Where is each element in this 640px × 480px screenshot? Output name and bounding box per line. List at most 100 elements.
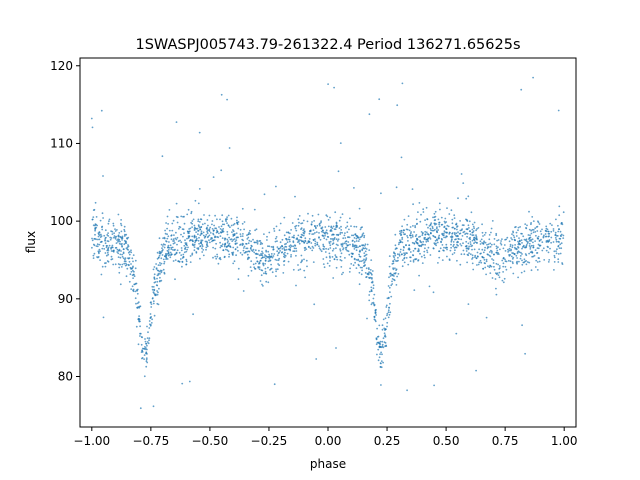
x-tick-label: −0.50 [192, 434, 229, 448]
data-point [118, 242, 121, 245]
data-point [372, 284, 375, 287]
data-point [107, 235, 110, 237]
data-point [449, 236, 452, 238]
data-point [107, 222, 110, 225]
data-point [189, 261, 192, 263]
data-point [362, 259, 364, 262]
data-point [400, 229, 403, 232]
data-point [130, 288, 133, 290]
data-point [111, 258, 114, 260]
data-point [445, 246, 448, 249]
data-point [429, 238, 432, 240]
data-point [523, 270, 526, 273]
data-point [241, 244, 244, 247]
data-point [366, 243, 369, 246]
data-point [355, 225, 358, 228]
data-point [329, 260, 331, 262]
data-point [160, 257, 163, 260]
data-point [498, 276, 501, 279]
data-point [212, 232, 215, 235]
data-point [384, 328, 387, 331]
data-point [159, 276, 161, 279]
data-point [465, 197, 468, 200]
data-point [363, 236, 365, 239]
data-point [471, 256, 474, 259]
data-point [313, 220, 315, 222]
data-point [511, 261, 514, 263]
data-point [264, 272, 267, 275]
data-point [261, 247, 264, 250]
data-point [119, 263, 121, 266]
data-point [274, 240, 277, 243]
data-point [345, 226, 347, 229]
data-point [519, 243, 521, 246]
data-point [465, 218, 467, 221]
data-point [360, 260, 363, 263]
data-point [270, 246, 273, 248]
data-point [244, 251, 247, 254]
data-point [363, 258, 365, 261]
data-point [349, 243, 351, 246]
data-point [426, 218, 428, 220]
data-point [374, 311, 377, 314]
data-point [92, 216, 95, 219]
data-point [146, 337, 149, 339]
data-point [168, 209, 171, 211]
data-point [358, 264, 360, 267]
data-point [341, 231, 343, 234]
data-point [221, 214, 224, 217]
data-point [293, 247, 296, 250]
data-point [486, 243, 488, 246]
data-point [387, 285, 390, 287]
data-point [200, 226, 203, 228]
data-point [371, 277, 373, 279]
data-point [466, 232, 469, 235]
data-point [328, 252, 331, 255]
data-point [159, 262, 161, 264]
data-point [489, 255, 492, 258]
data-point [143, 358, 146, 360]
data-point [217, 262, 220, 265]
data-point [287, 232, 290, 234]
data-point [403, 218, 406, 221]
data-point [258, 249, 260, 252]
data-point [237, 249, 239, 252]
data-point [451, 218, 454, 221]
data-point [534, 240, 536, 243]
data-point [518, 251, 521, 254]
data-point [320, 227, 323, 230]
data-point [277, 252, 280, 255]
data-point [340, 225, 342, 228]
data-point [226, 233, 229, 236]
data-point [99, 250, 101, 253]
data-point [422, 208, 425, 211]
data-point [315, 231, 318, 234]
data-point [376, 353, 378, 356]
data-point [391, 280, 393, 283]
data-point [517, 226, 520, 229]
data-point [235, 232, 238, 235]
data-point [472, 230, 475, 232]
data-point [122, 248, 125, 251]
data-point [297, 234, 300, 237]
data-point [520, 88, 523, 91]
data-point [226, 98, 229, 101]
data-point [368, 271, 370, 273]
data-point [128, 280, 131, 283]
data-point [249, 233, 252, 235]
data-point [107, 246, 110, 249]
data-point [130, 249, 132, 252]
data-point [365, 257, 368, 259]
data-point [117, 250, 120, 252]
data-point [177, 260, 180, 262]
data-point [184, 248, 187, 251]
data-point [246, 238, 249, 240]
data-point [408, 229, 411, 232]
data-point [130, 263, 132, 265]
data-point [497, 253, 500, 256]
data-point [525, 263, 528, 266]
data-point [248, 250, 251, 253]
data-point [448, 258, 451, 261]
data-point [270, 263, 272, 266]
data-point [488, 238, 491, 241]
